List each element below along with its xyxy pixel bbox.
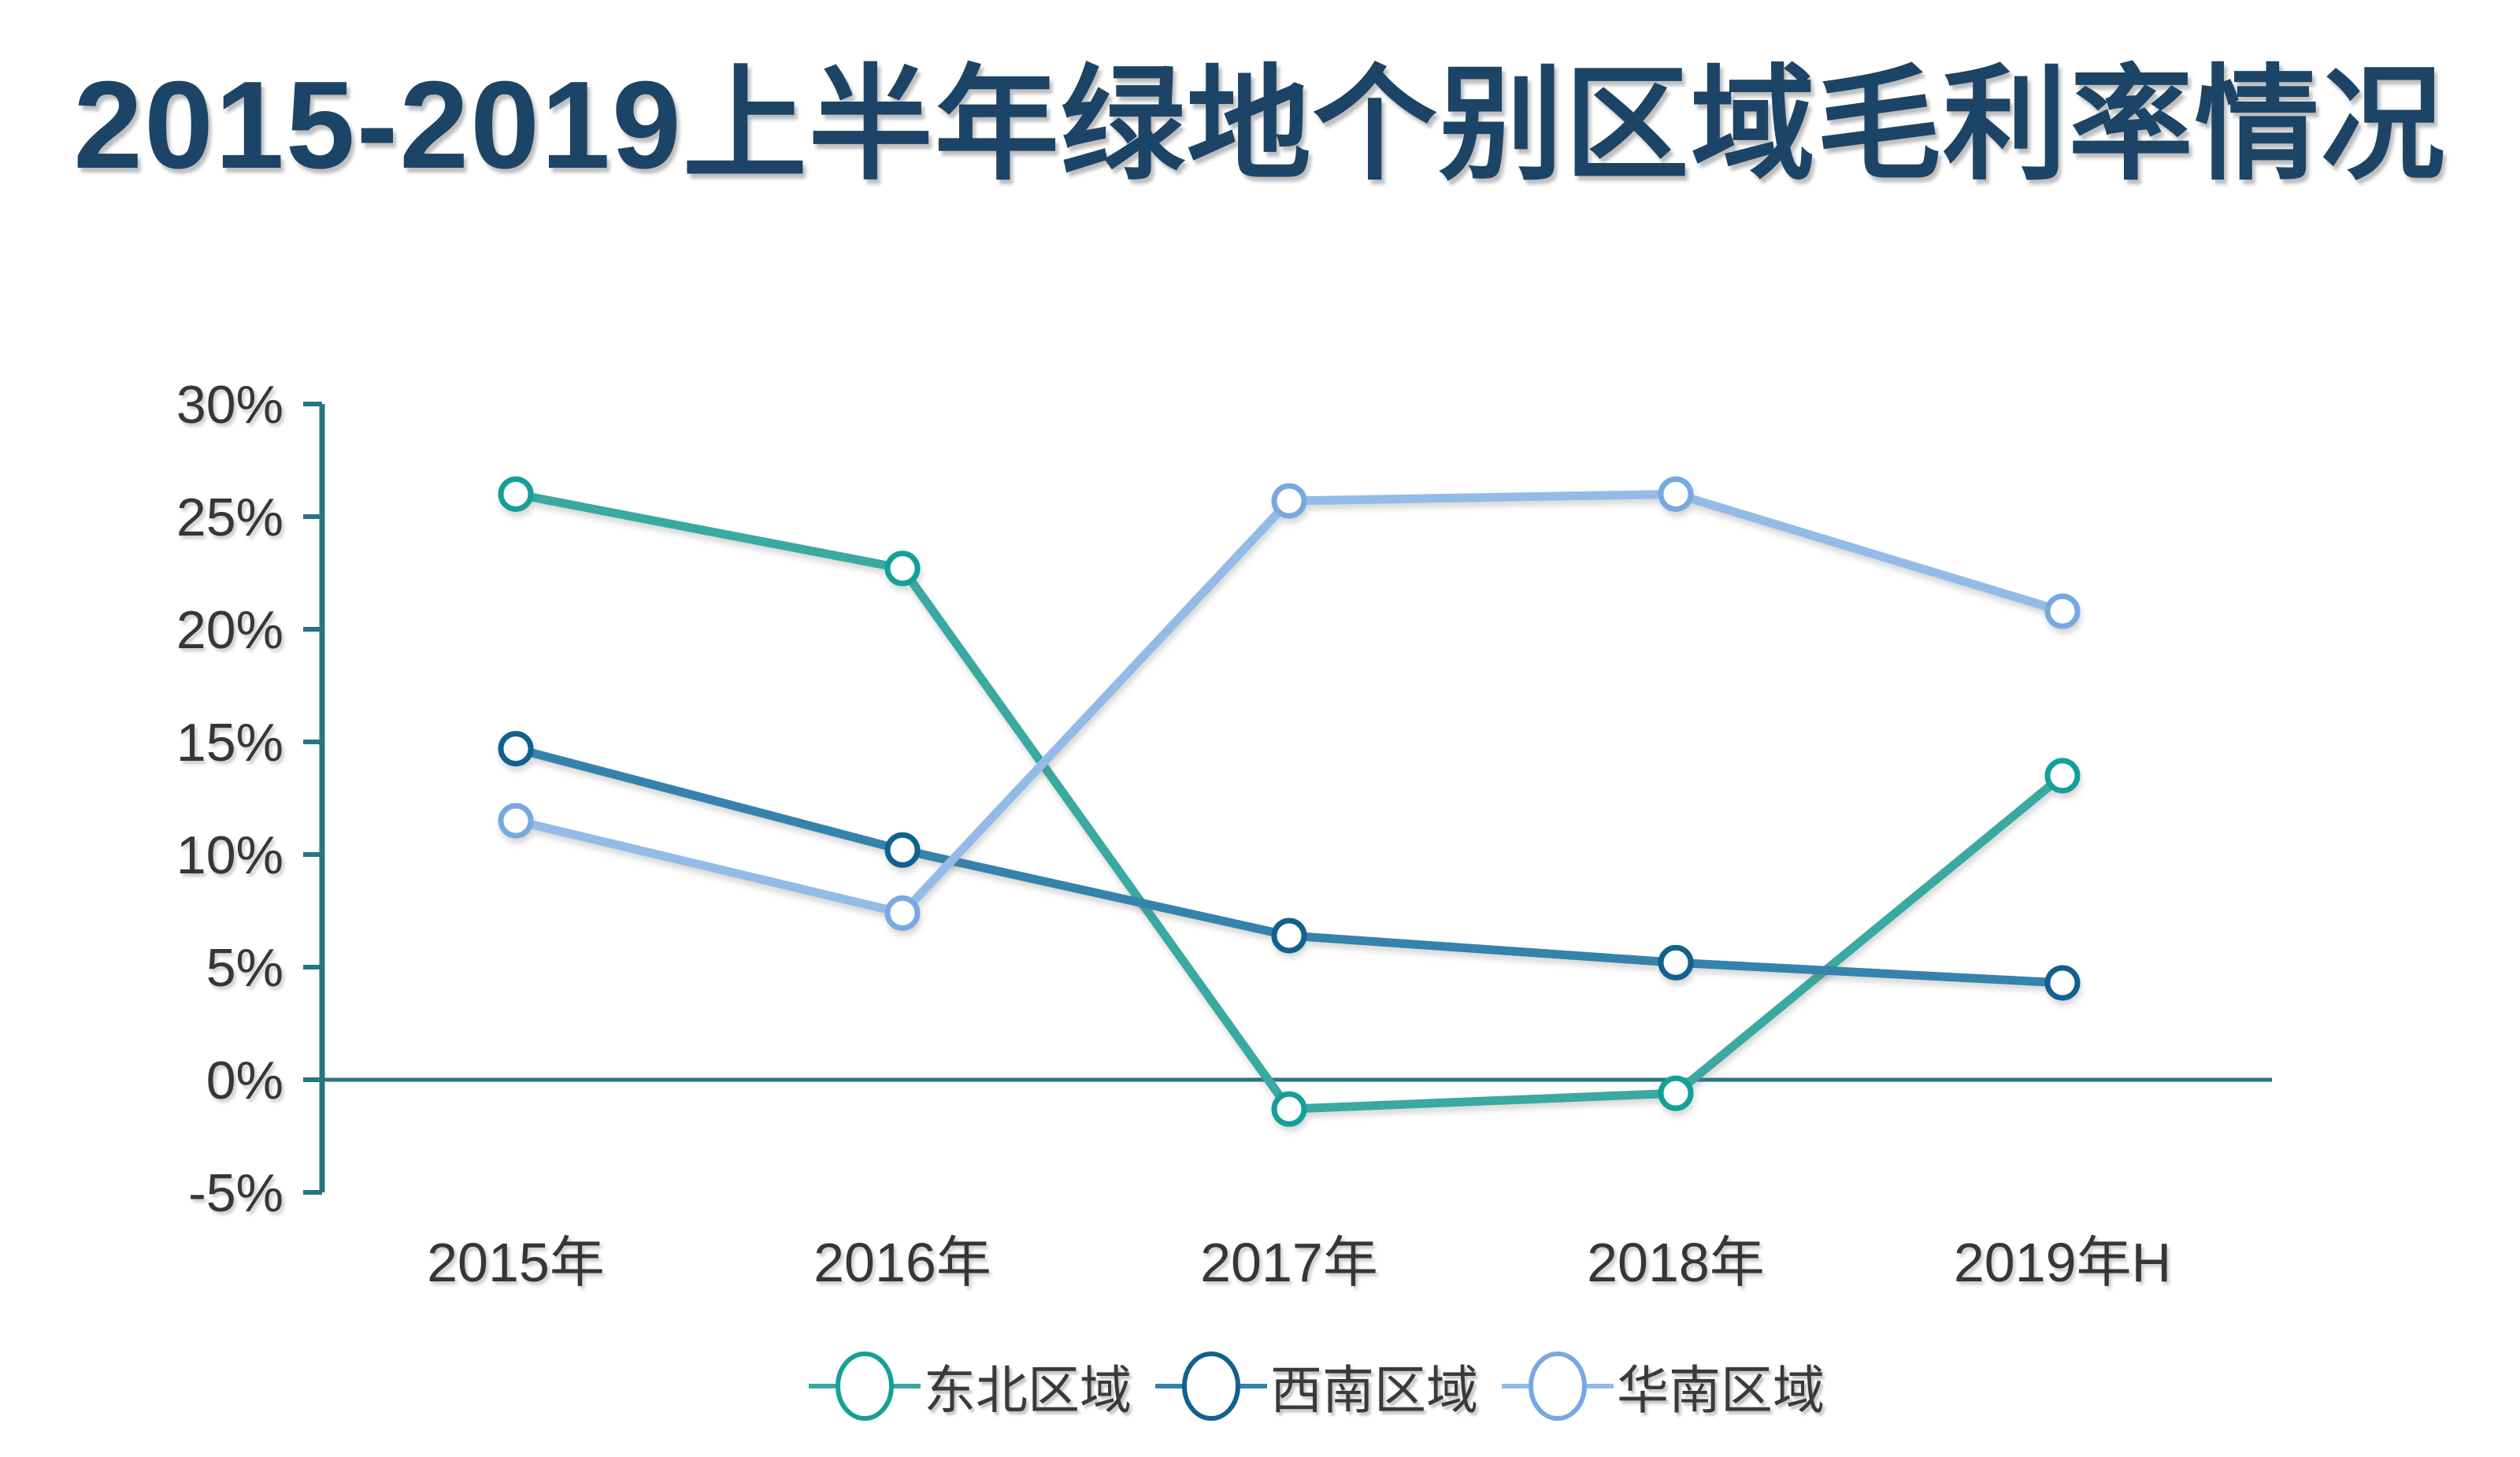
data-point-northeast-2019年H [2044, 758, 2081, 794]
data-point-southwest-2019年H [2044, 965, 2081, 1001]
x-axis-label: 2018年 [1587, 1232, 1765, 1293]
series-line-south-china [511, 489, 2067, 918]
data-point-southwest-2016年 [884, 832, 921, 868]
series-northeast [498, 476, 2081, 1127]
legend: 东北区域 西南区域 华南区域 [0, 1348, 2520, 1424]
data-point-northeast-2017年 [1271, 1091, 1307, 1127]
x-axis-label: 2015年 [427, 1232, 605, 1293]
y-tick-label: 20% [176, 600, 284, 660]
legend-item-southwest[interactable]: 西南区域 [1152, 1348, 1478, 1424]
y-tick-label: 30% [176, 375, 284, 435]
y-tick-label: 10% [176, 825, 284, 885]
x-axis: 2015年 2016年 2017年 2018年 2019年H [427, 1232, 2171, 1293]
data-point-south-china-2018年 [1658, 476, 1694, 512]
legend-label-south-china: 华南区域 [1617, 1361, 1825, 1419]
y-tick-label: 0% [206, 1051, 284, 1110]
legend-label-southwest: 西南区域 [1270, 1361, 1478, 1419]
x-axis-label: 2017年 [1200, 1232, 1378, 1293]
legend-marker-circle [836, 1351, 894, 1421]
data-point-northeast-2016年 [884, 551, 921, 587]
data-point-south-china-2019年H [2044, 593, 2081, 629]
data-point-northeast-2018年 [1658, 1075, 1694, 1111]
x-axis-label: 2019年H [1954, 1232, 2171, 1293]
legend-marker-circle [1182, 1351, 1240, 1421]
legend-item-south-china[interactable]: 华南区域 [1499, 1348, 1825, 1424]
y-tick-label: 25% [176, 488, 284, 547]
legend-marker-icon-northeast [809, 1351, 921, 1421]
data-point-southwest-2018年 [1658, 944, 1694, 981]
y-tick-label: 5% [206, 938, 284, 998]
legend-marker-icon-south-china [1502, 1351, 1614, 1421]
y-axis: 30% 25% 20% 15% 10% 5% 0% -5% [176, 375, 2272, 1223]
data-point-northeast-2015年 [498, 476, 534, 512]
legend-label-northeast: 东北区域 [924, 1361, 1132, 1419]
x-axis-label: 2016年 [813, 1232, 991, 1293]
y-tick-label: -5% [188, 1163, 284, 1223]
data-point-south-china-2017年 [1271, 483, 1307, 519]
data-point-southwest-2015年 [498, 731, 534, 767]
y-tick-label: 15% [176, 713, 284, 773]
series-line-northeast [511, 489, 2067, 1114]
legend-marker-icon-southwest [1155, 1351, 1267, 1421]
data-point-southwest-2017年 [1271, 918, 1307, 954]
chart-title: 2015-2019上半年绿地个别区域毛利率情况 [73, 56, 2447, 195]
legend-item-northeast[interactable]: 东北区域 [806, 1348, 1132, 1424]
series-south-china [498, 476, 2081, 931]
legend-marker-circle [1529, 1351, 1587, 1421]
data-point-south-china-2015年 [498, 803, 534, 839]
data-point-south-china-2016年 [884, 895, 921, 931]
series-southwest [498, 731, 2081, 1001]
